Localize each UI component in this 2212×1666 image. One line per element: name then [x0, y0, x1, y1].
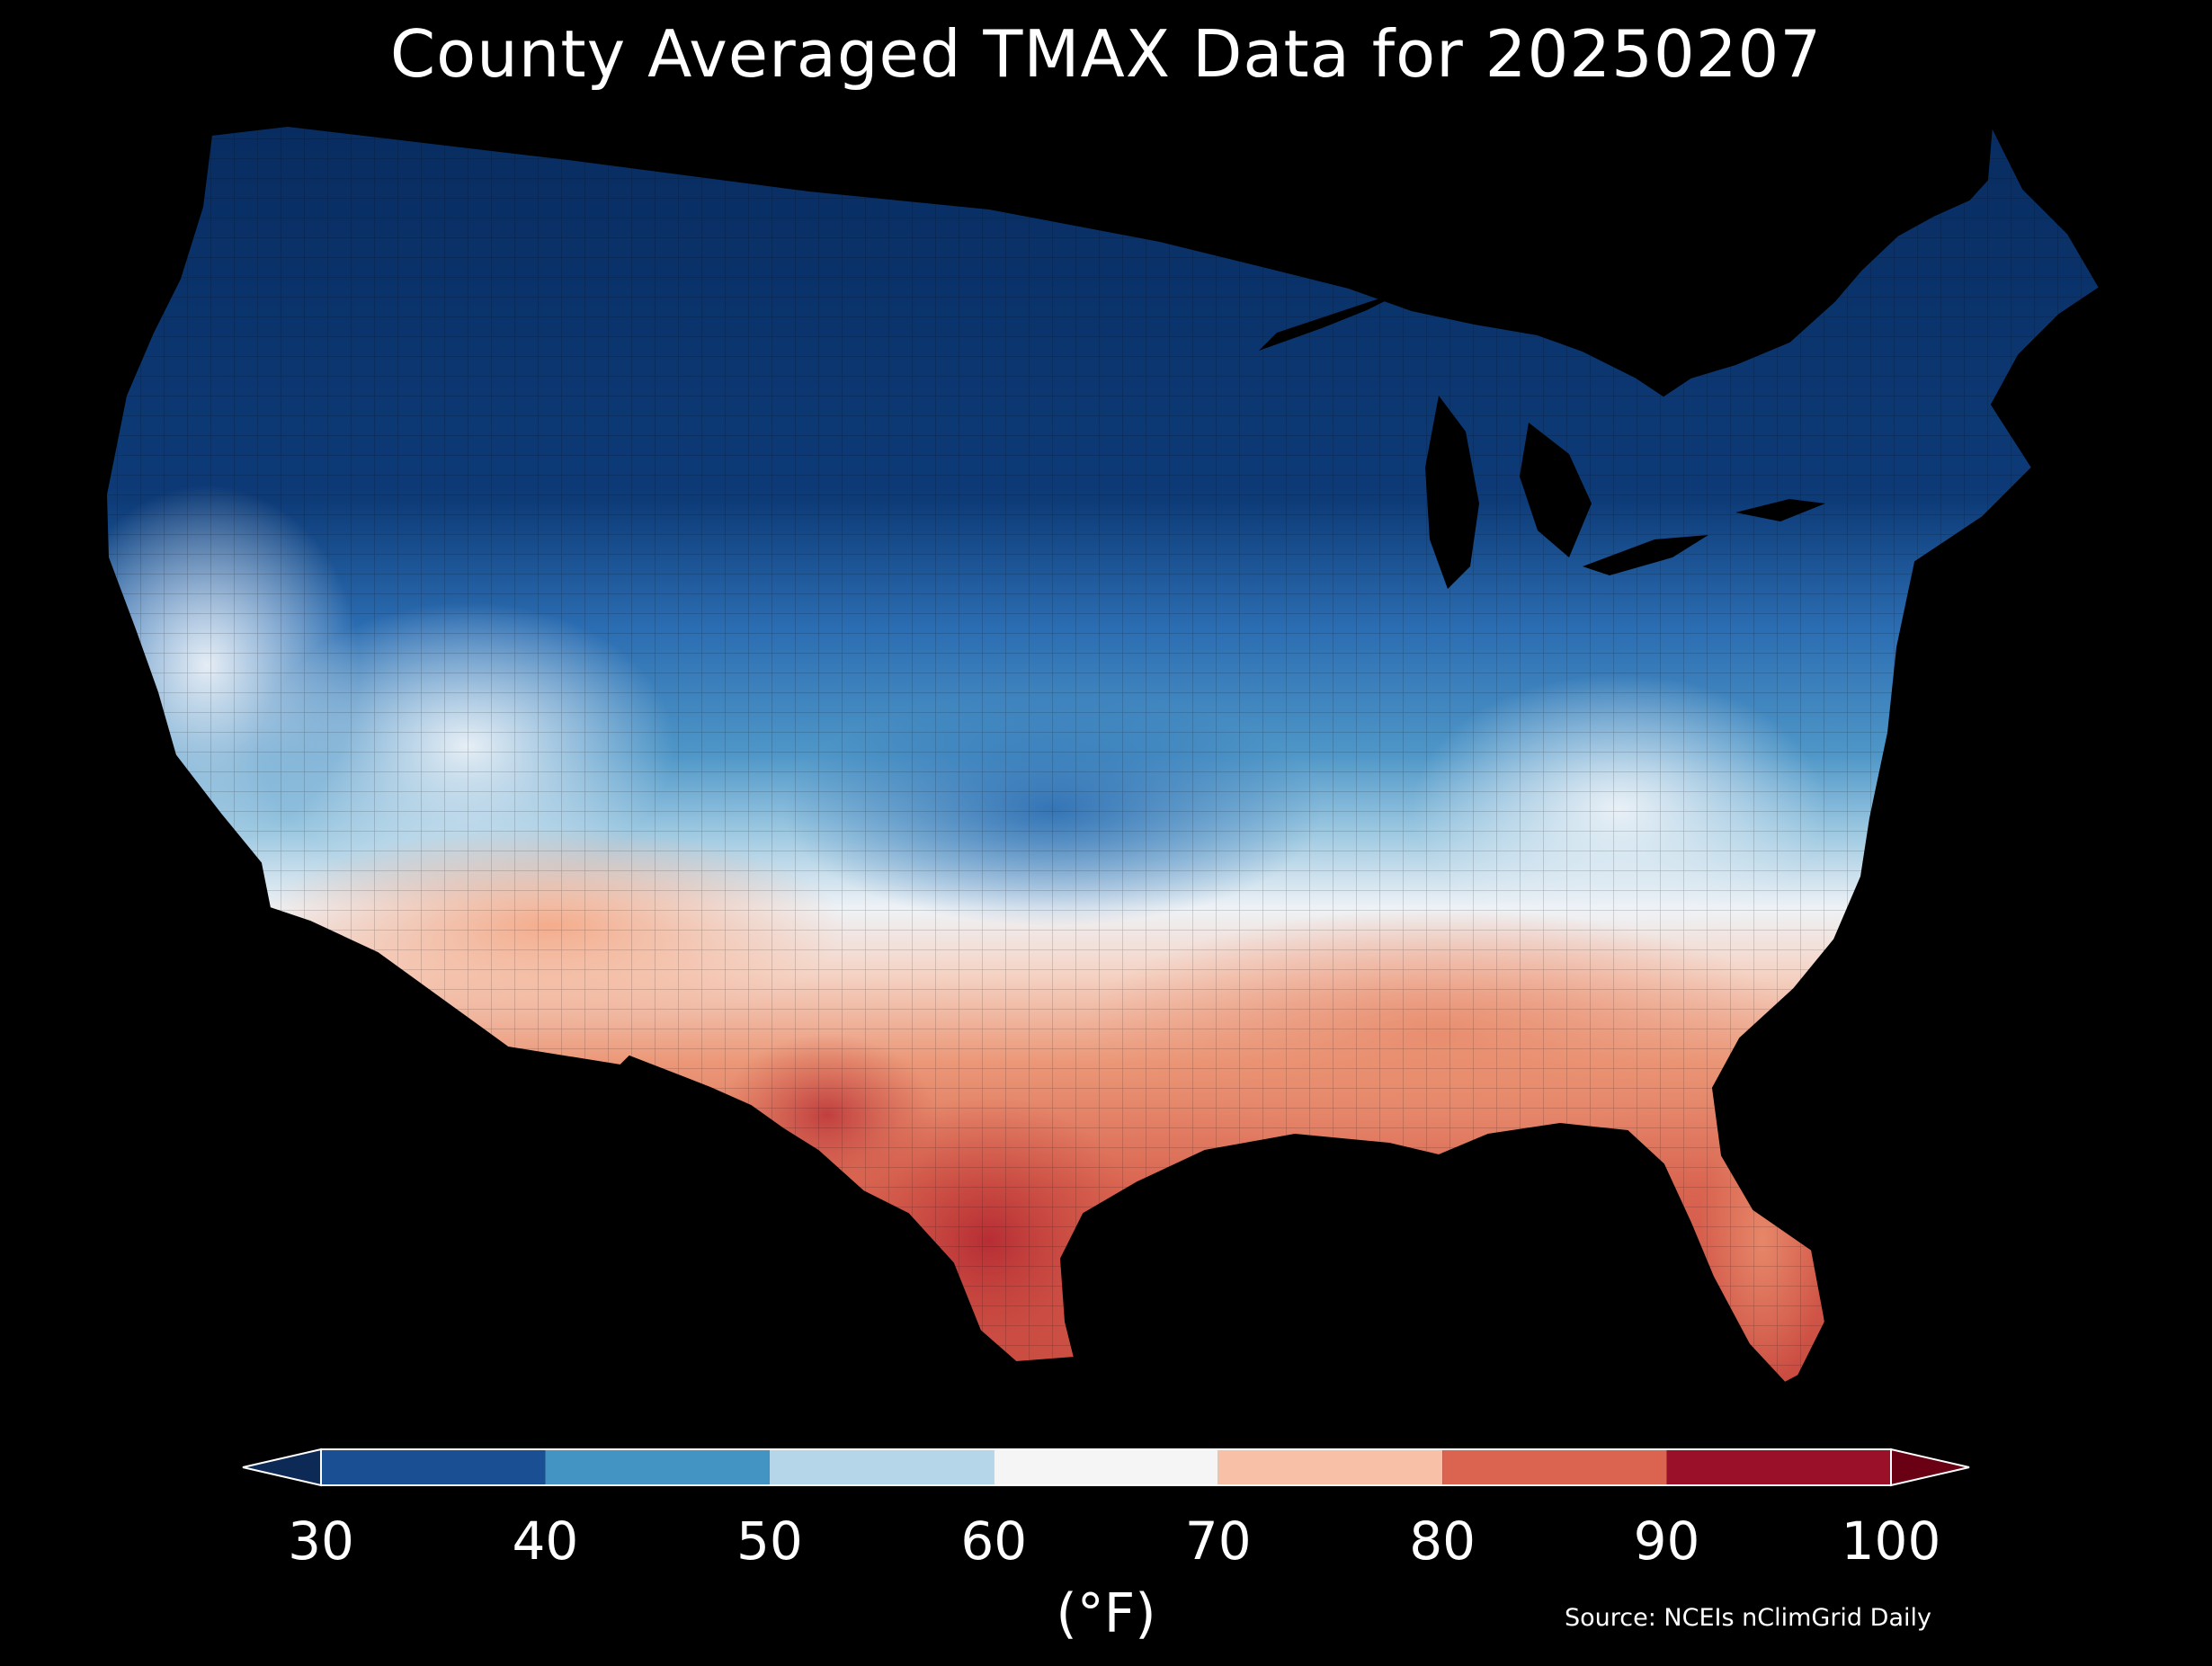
colorbar-tick-label: 70	[1184, 1510, 1252, 1572]
colorbar-segment	[545, 1449, 770, 1485]
map-title: County Averaged TMAX Data for 20250207	[389, 16, 1823, 92]
colorbar-tick-label: 90	[1633, 1510, 1700, 1572]
colorbar-tick-label: 80	[1409, 1510, 1476, 1572]
colorbar-outline	[320, 1448, 1892, 1486]
colorbar-tick-label: 40	[512, 1510, 579, 1572]
colorbar-segment	[769, 1449, 995, 1485]
colorbar-segment	[321, 1449, 546, 1485]
colorbar	[242, 1448, 1970, 1487]
colorbar-segment	[1442, 1449, 1667, 1485]
county-fill-layer	[106, 126, 2100, 1383]
colorbar-unit-label: (°F)	[1056, 1582, 1156, 1645]
colorbar-tick-label: 100	[1841, 1510, 1941, 1572]
colorbar-tick-label: 50	[736, 1510, 803, 1572]
colorbar-tick-label: 30	[288, 1510, 354, 1572]
colorbar-tick-label: 60	[960, 1510, 1028, 1572]
colorbar-extend-over	[1890, 1448, 1970, 1487]
colorbar-segment	[1666, 1449, 1891, 1485]
source-credit: Source: NCEIs nClimGrid Daily	[1565, 1604, 1931, 1632]
colorbar-segment	[1217, 1449, 1443, 1485]
colorbar-segment	[994, 1449, 1218, 1485]
colorbar-extend-under	[242, 1448, 322, 1487]
great-lakes	[1259, 288, 1825, 589]
